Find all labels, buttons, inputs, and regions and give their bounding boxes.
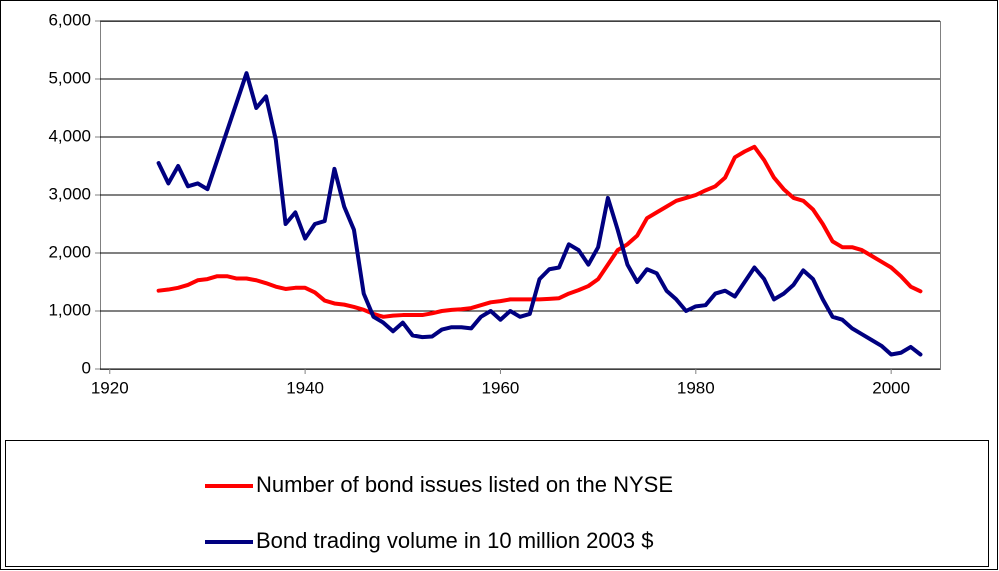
legend-box bbox=[5, 440, 989, 567]
series-line bbox=[156, 71, 923, 357]
y-tick-label: 2,000 bbox=[48, 242, 91, 261]
legend-label: Number of bond issues listed on the NYSE bbox=[256, 472, 673, 497]
series-line bbox=[156, 144, 923, 319]
y-tick-label: 3,000 bbox=[48, 184, 91, 203]
y-tick-label: 0 bbox=[82, 358, 91, 377]
y-tick-label: 4,000 bbox=[48, 126, 91, 145]
x-tick-label: 1980 bbox=[677, 378, 715, 397]
x-tick-label: 1940 bbox=[286, 378, 324, 397]
x-tick-label: 1960 bbox=[482, 378, 520, 397]
x-tick-label: 2000 bbox=[872, 378, 910, 397]
y-tick-label: 5,000 bbox=[48, 68, 91, 87]
x-tick-label: 1920 bbox=[91, 378, 129, 397]
y-tick-label: 6,000 bbox=[48, 10, 91, 29]
legend-label: Bond trading volume in 10 million 2003 $ bbox=[256, 528, 653, 553]
y-tick-label: 1,000 bbox=[48, 300, 91, 319]
